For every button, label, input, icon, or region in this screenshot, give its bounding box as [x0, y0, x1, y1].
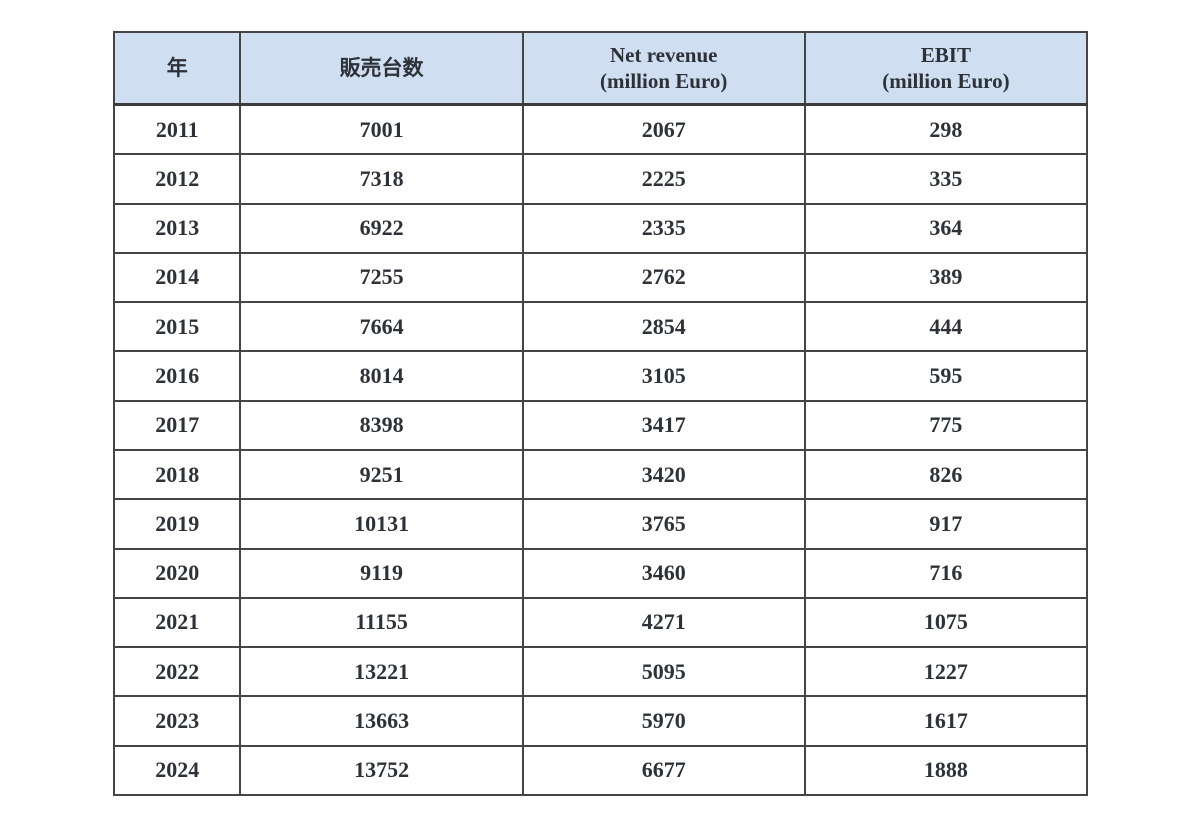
cell-units-sold: 7255	[239, 251, 524, 304]
table-row: 2014 7255 2762 389	[112, 251, 1089, 304]
cell-net-revenue: 2067	[521, 103, 806, 156]
cell-ebit: 917	[803, 498, 1089, 550]
cell-ebit: 335	[803, 153, 1089, 205]
cell-net-revenue: 2762	[521, 251, 806, 304]
column-header-label: EBIT	[920, 42, 971, 67]
cell-year: 2017	[112, 399, 242, 451]
column-header-units-sold: 販売台数	[239, 31, 524, 106]
table-row: 2017 8398 3417 775	[112, 399, 1089, 451]
cell-ebit: 444	[803, 301, 1089, 353]
cell-units-sold: 7664	[239, 301, 524, 353]
cell-units-sold: 10131	[239, 498, 524, 550]
cell-net-revenue: 3105	[521, 350, 806, 402]
column-header-unit: (million Euro)	[882, 69, 1010, 93]
column-header-label: 年	[166, 55, 188, 80]
cell-year: 2023	[112, 695, 242, 747]
table-row: 2011 7001 2067 298	[112, 103, 1089, 156]
cell-net-revenue: 3420	[521, 448, 806, 501]
cell-ebit: 826	[803, 448, 1089, 501]
cell-net-revenue: 5970	[521, 695, 806, 747]
cell-units-sold: 13752	[239, 744, 524, 797]
cell-year: 2015	[112, 301, 242, 353]
cell-ebit: 1227	[803, 646, 1089, 698]
cell-year: 2018	[112, 448, 242, 501]
header-row: 年 販売台数 Net revenue (million Euro) EBIT (…	[112, 31, 1089, 106]
cell-year: 2024	[112, 744, 242, 797]
column-header-label: 販売台数	[339, 55, 424, 80]
cell-year: 2012	[112, 153, 242, 205]
table-header: 年 販売台数 Net revenue (million Euro) EBIT (…	[112, 31, 1089, 106]
cell-net-revenue: 4271	[521, 596, 806, 649]
column-header-ebit: EBIT (million Euro)	[803, 31, 1089, 106]
cell-units-sold: 9119	[239, 547, 524, 599]
cell-units-sold: 11155	[239, 596, 524, 649]
cell-year: 2016	[112, 350, 242, 402]
cell-year: 2013	[112, 202, 242, 254]
cell-net-revenue: 6677	[521, 744, 806, 797]
cell-net-revenue: 3765	[521, 498, 806, 550]
table-row: 2018 9251 3420 826	[112, 448, 1089, 501]
cell-year: 2020	[112, 547, 242, 599]
cell-net-revenue: 2335	[521, 202, 806, 254]
column-header-net-revenue: Net revenue (million Euro)	[521, 31, 806, 106]
cell-year: 2022	[112, 646, 242, 698]
cell-year: 2014	[112, 251, 242, 304]
cell-year: 2011	[112, 103, 242, 156]
cell-net-revenue: 3460	[521, 547, 806, 599]
company-results-table: 年 販売台数 Net revenue (million Euro) EBIT (…	[112, 31, 1089, 797]
cell-ebit: 298	[803, 103, 1089, 156]
cell-ebit: 389	[803, 251, 1089, 304]
cell-net-revenue: 2225	[521, 153, 806, 205]
cell-units-sold: 13663	[239, 695, 524, 747]
cell-ebit: 364	[803, 202, 1089, 254]
cell-net-revenue: 3417	[521, 399, 806, 451]
cell-units-sold: 6922	[239, 202, 524, 254]
table-row: 2016 8014 3105 595	[112, 350, 1089, 402]
cell-units-sold: 9251	[239, 448, 524, 501]
column-header-unit: (million Euro)	[600, 69, 728, 93]
table-row: 2012 7318 2225 335	[112, 153, 1089, 205]
cell-units-sold: 8398	[239, 399, 524, 451]
table-row: 2021 11155 4271 1075	[112, 596, 1089, 649]
table-row: 2023 13663 5970 1617	[112, 695, 1089, 747]
cell-units-sold: 13221	[239, 646, 524, 698]
cell-ebit: 595	[803, 350, 1089, 402]
cell-net-revenue: 5095	[521, 646, 806, 698]
column-header-label: Net revenue	[609, 42, 718, 67]
cell-ebit: 1617	[803, 695, 1089, 747]
cell-year: 2021	[112, 596, 242, 649]
cell-units-sold: 7001	[239, 103, 524, 156]
table-row: 2020 9119 3460 716	[112, 547, 1089, 599]
cell-year: 2019	[112, 498, 242, 550]
table-row: 2024 13752 6677 1888	[112, 744, 1089, 797]
cell-ebit: 1888	[803, 744, 1089, 797]
table-body: 2011 7001 2067 298 2012 7318 2225 335 20…	[112, 103, 1089, 797]
table-row: 2022 13221 5095 1227	[112, 646, 1089, 698]
cell-net-revenue: 2854	[521, 301, 806, 353]
cell-units-sold: 7318	[239, 153, 524, 205]
cell-ebit: 716	[803, 547, 1089, 599]
table-row: 2019 10131 3765 917	[112, 498, 1089, 550]
cell-ebit: 1075	[803, 596, 1089, 649]
table-row: 2013 6922 2335 364	[112, 202, 1089, 254]
cell-units-sold: 8014	[239, 350, 524, 402]
cell-ebit: 775	[803, 399, 1089, 451]
table-row: 2015 7664 2854 444	[112, 301, 1089, 353]
column-header-year: 年	[112, 31, 242, 106]
